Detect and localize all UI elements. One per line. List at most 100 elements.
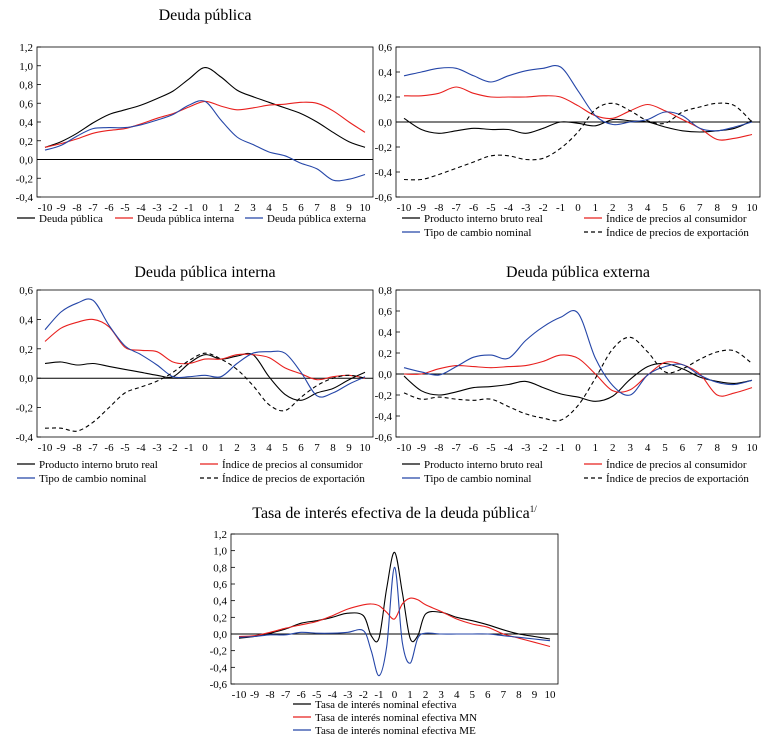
x-tick-label: -5 [120, 442, 130, 454]
x-tick-label: -2 [539, 442, 548, 454]
x-tick-label: 10 [747, 202, 759, 214]
legend-label: Índice de precios de exportación [222, 473, 365, 485]
y-tick-label: -0,6 [375, 432, 393, 444]
x-tick-label: -7 [452, 442, 462, 454]
x-tick-label: -3 [152, 202, 162, 214]
legend-label: Índice de precios de exportación [606, 473, 749, 485]
y-tick-label: -0,4 [375, 167, 393, 179]
y-tick-label: 1,2 [19, 42, 33, 54]
y-tick-label: 0,0 [378, 117, 392, 129]
x-tick-label: 0 [202, 442, 208, 454]
x-tick-label: -6 [469, 442, 479, 454]
chart-panel-1: Deuda pública -0,4 -0,2 0,0 0,2 0,4 0,6 0,8 1,0 1… [16, 7, 374, 225]
chart-panel-5: Tasa de interés efectiva de la deuda púb… [210, 504, 559, 737]
x-tick-label: -8 [72, 442, 82, 454]
x-tick-label: -6 [297, 689, 307, 701]
series-line-2 [403, 354, 753, 397]
x-tick-label: -4 [136, 442, 146, 454]
legend-label: Producto interno bruto real [424, 213, 543, 225]
y-tick-label: 1,0 [19, 61, 33, 73]
x-tick-label: -4 [504, 442, 514, 454]
x-tick-label: 8 [330, 202, 336, 214]
x-tick-label: 8 [714, 442, 720, 454]
x-tick-label: 7 [314, 442, 320, 454]
x-tick-label: -7 [88, 202, 98, 214]
y-tick-label: 0,6 [213, 579, 227, 591]
x-tick-label: 8 [516, 689, 522, 701]
legend-label: Tasa de interés nominal efectiva MN [315, 712, 477, 724]
series-line-4 [403, 102, 753, 181]
x-tick-label: -6 [104, 202, 114, 214]
series-line-4 [44, 352, 366, 432]
legend-label: Tipo de cambio nominal [424, 473, 531, 485]
x-tick-label: -8 [266, 689, 276, 701]
y-tick-label: 0,0 [19, 155, 33, 167]
y-tick-label: -0,6 [375, 192, 393, 204]
chart-panel-4: Deuda pública externa -0,6 -0,4 -0,2 0,0 0,2 0… [375, 264, 761, 485]
legend-label: Índice de precios al consumidor [222, 459, 363, 471]
x-tick-label: 5 [282, 202, 288, 214]
x-tick-label: 3 [438, 689, 444, 701]
y-tick-label: 0,0 [19, 373, 33, 385]
y-tick-label: 0,4 [213, 596, 227, 608]
y-tick-label: -0,4 [210, 662, 228, 674]
legend-label: Tasa de interés nominal efectiva [315, 699, 457, 711]
x-tick-label: 8 [330, 442, 336, 454]
chart-title: Deuda pública externa [506, 264, 650, 281]
legend-label: Deuda pública [39, 213, 103, 225]
x-tick-label: 1 [218, 442, 224, 454]
plot-frame [36, 289, 374, 438]
x-tick-label: 10 [747, 442, 759, 454]
series-line-1 [403, 362, 753, 402]
x-tick-label: 5 [662, 202, 668, 214]
y-tick-label: 0,2 [19, 136, 33, 148]
y-tick-label: 0,6 [378, 306, 392, 318]
series-line-2 [238, 597, 551, 648]
x-tick-label: 0 [575, 442, 581, 454]
x-tick-label: 4 [266, 202, 272, 214]
x-tick-label: -10 [232, 689, 247, 701]
x-tick-label: -1 [556, 202, 565, 214]
x-tick-label: 0 [392, 689, 398, 701]
x-tick-label: 1 [593, 202, 599, 214]
legend-label: Índice de precios al consumidor [606, 459, 747, 471]
y-tick-label: 0,4 [378, 67, 392, 79]
plot-frame [36, 46, 374, 198]
x-tick-label: 7 [697, 202, 703, 214]
series-line-3 [44, 298, 366, 398]
x-tick-label: -9 [417, 202, 427, 214]
y-tick-label: 0,6 [19, 98, 33, 110]
x-tick-label: 2 [610, 202, 616, 214]
x-tick-label: 2 [423, 689, 429, 701]
series-line-1 [403, 117, 753, 134]
x-tick-label: -4 [504, 202, 514, 214]
x-tick-label: 7 [501, 689, 507, 701]
series-line-1 [238, 551, 551, 643]
x-tick-label: -1 [374, 689, 383, 701]
x-tick-label: -2 [168, 202, 177, 214]
x-tick-label: 2 [610, 442, 616, 454]
x-tick-label: -3 [152, 442, 162, 454]
y-tick-label: -0,2 [375, 142, 392, 154]
y-tick-label: -0,2 [375, 390, 392, 402]
plot-frame [230, 533, 559, 685]
x-tick-label: -10 [397, 202, 412, 214]
legend-label: Índice de precios al consumidor [606, 213, 747, 225]
x-tick-label: 9 [532, 689, 538, 701]
x-tick-label: -2 [539, 202, 548, 214]
series-line-3 [403, 64, 753, 132]
y-tick-label: 1,2 [213, 529, 227, 541]
y-tick-label: 0,0 [378, 369, 392, 381]
x-tick-label: 4 [645, 442, 651, 454]
y-tick-label: 0,4 [378, 327, 392, 339]
y-tick-label: 0,6 [378, 42, 392, 54]
chart-panel-2: -0,6-0,4-0,20,00,20,40,6-10 -9 -8 -7 -6 -5 -4-… [375, 42, 761, 239]
x-tick-label: 1 [593, 442, 599, 454]
x-tick-label: 0 [202, 202, 208, 214]
x-tick-label: 9 [346, 202, 352, 214]
x-tick-label: 3 [627, 202, 633, 214]
x-tick-label: -7 [88, 442, 98, 454]
y-tick-label: -0,2 [16, 403, 33, 415]
x-tick-label: -7 [452, 202, 462, 214]
y-tick-label: 0,0 [213, 629, 227, 641]
